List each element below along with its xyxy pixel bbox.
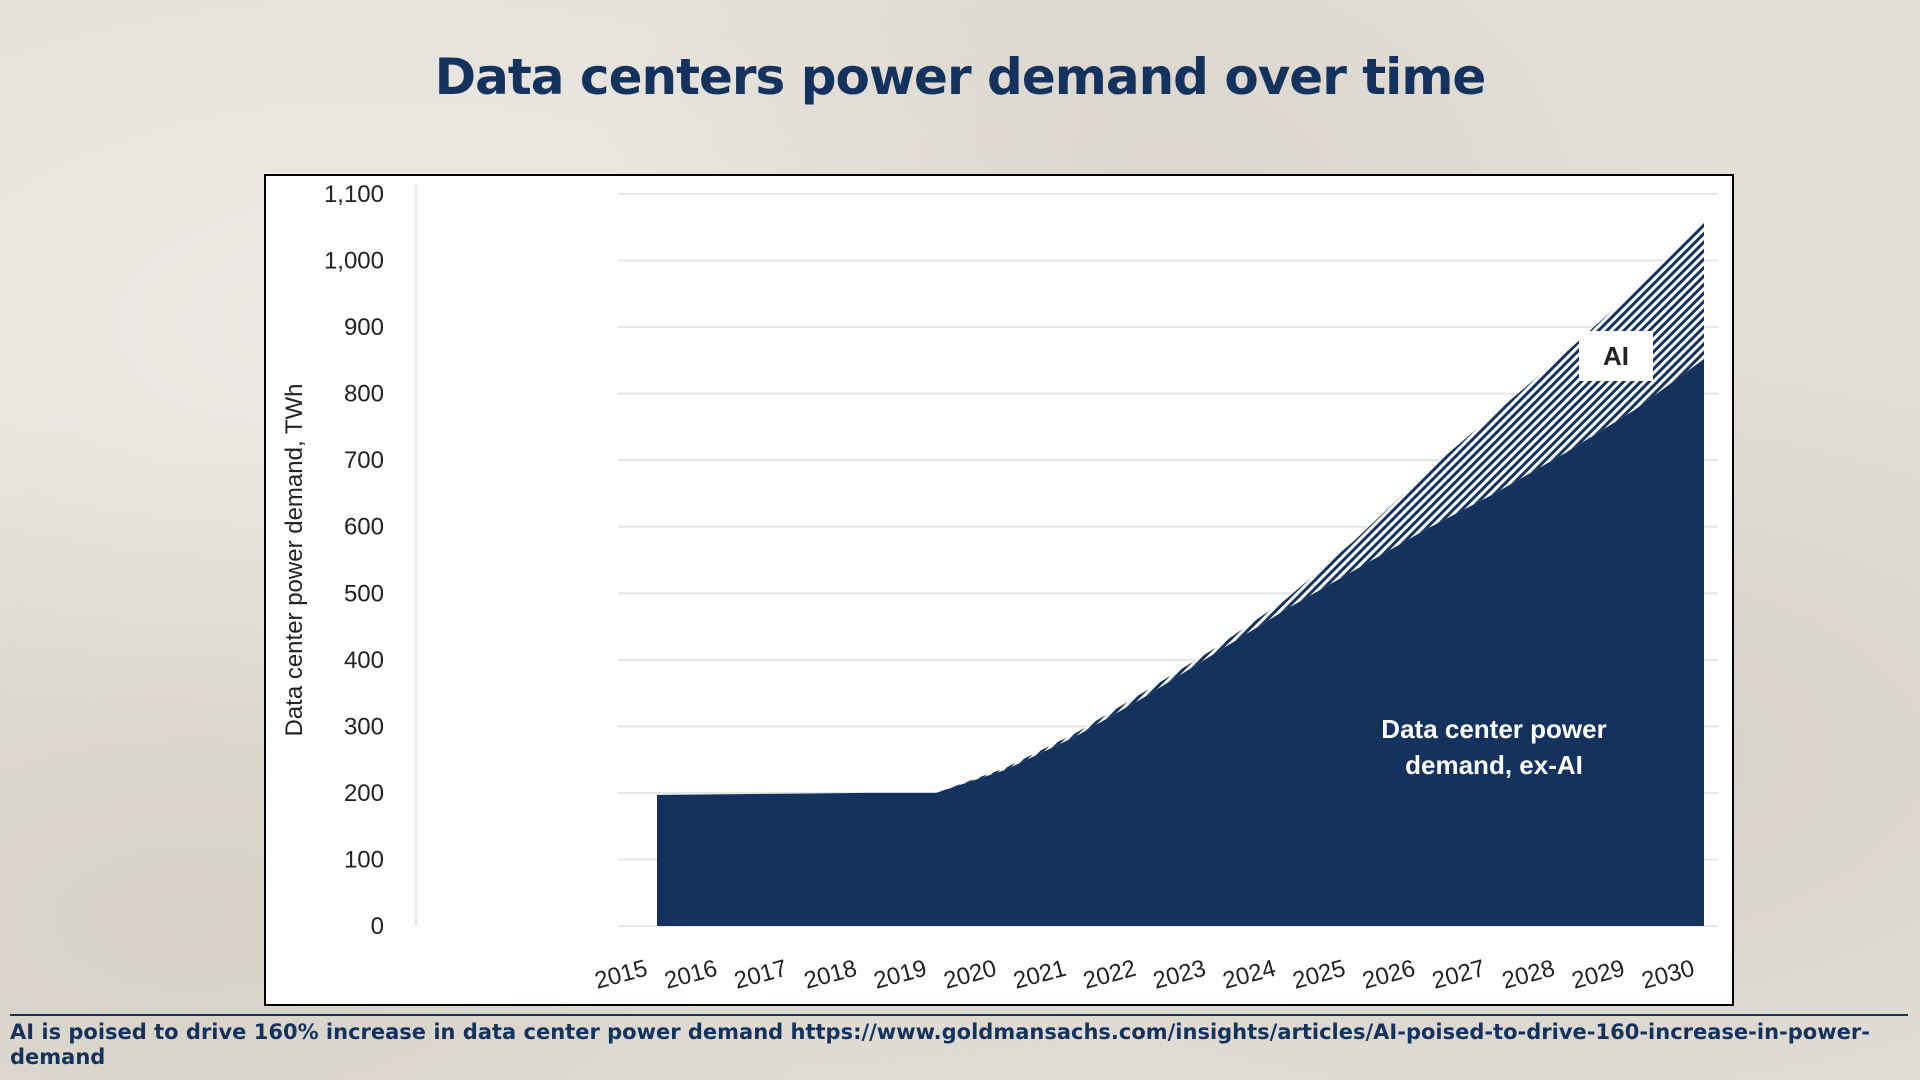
area-chart: 0 100 200 300 400 500 600 700 800 900 1,000 1,100 2… xyxy=(281,181,1718,995)
x-tick-label: 2024 xyxy=(1220,955,1279,995)
annotation-ai: AI xyxy=(1603,341,1629,371)
x-tick-label: 2018 xyxy=(801,955,860,995)
y-tick-label: 1,000 xyxy=(324,248,384,275)
y-tick-label: 1,100 xyxy=(324,181,384,208)
x-tick-label: 2015 xyxy=(592,955,651,995)
x-tick-label: 2028 xyxy=(1499,955,1558,995)
x-tick-label: 2020 xyxy=(941,955,1000,995)
x-tick-label: 2022 xyxy=(1080,955,1139,995)
x-tick-label: 2019 xyxy=(871,955,930,995)
y-tick-label: 700 xyxy=(344,447,384,474)
source-note: AI is poised to drive 160% increase in d… xyxy=(10,1020,1870,1069)
annotation-ai-box xyxy=(1579,331,1653,381)
x-tick-label: 2026 xyxy=(1360,955,1419,995)
y-tick-label: 400 xyxy=(344,647,384,674)
x-tick-label: 2021 xyxy=(1011,955,1070,995)
y-tick-label: 900 xyxy=(344,314,384,341)
series-area-ex-ai xyxy=(657,359,1704,926)
x-tick-label: 2030 xyxy=(1639,955,1698,995)
x-tick-label: 2016 xyxy=(662,955,721,995)
annotation-ex-ai: demand, ex-AI xyxy=(1405,750,1583,780)
x-tick-label: 2023 xyxy=(1150,955,1209,995)
y-tick-label: 100 xyxy=(344,846,384,873)
y-axis-label: Data center power demand, TWh xyxy=(281,383,308,736)
y-tick-label: 300 xyxy=(344,713,384,740)
page-title: Data centers power demand over time xyxy=(434,48,1487,106)
x-tick-label: 2025 xyxy=(1290,955,1349,995)
annotation-ex-ai: Data center power xyxy=(1381,714,1606,744)
chart-frame: 0 100 200 300 400 500 600 700 800 900 1,000 1,100 2… xyxy=(264,174,1734,1006)
y-tick-label: 0 xyxy=(371,913,384,940)
y-tick-label: 500 xyxy=(344,580,384,607)
x-tick-label: 2029 xyxy=(1569,955,1628,995)
x-tick-label: 2027 xyxy=(1429,955,1488,995)
y-tick-label: 200 xyxy=(344,780,384,807)
x-tick-label: 2017 xyxy=(731,955,790,995)
y-tick-label: 600 xyxy=(344,514,384,541)
y-tick-label: 800 xyxy=(344,381,384,408)
source-divider xyxy=(10,1014,1908,1016)
